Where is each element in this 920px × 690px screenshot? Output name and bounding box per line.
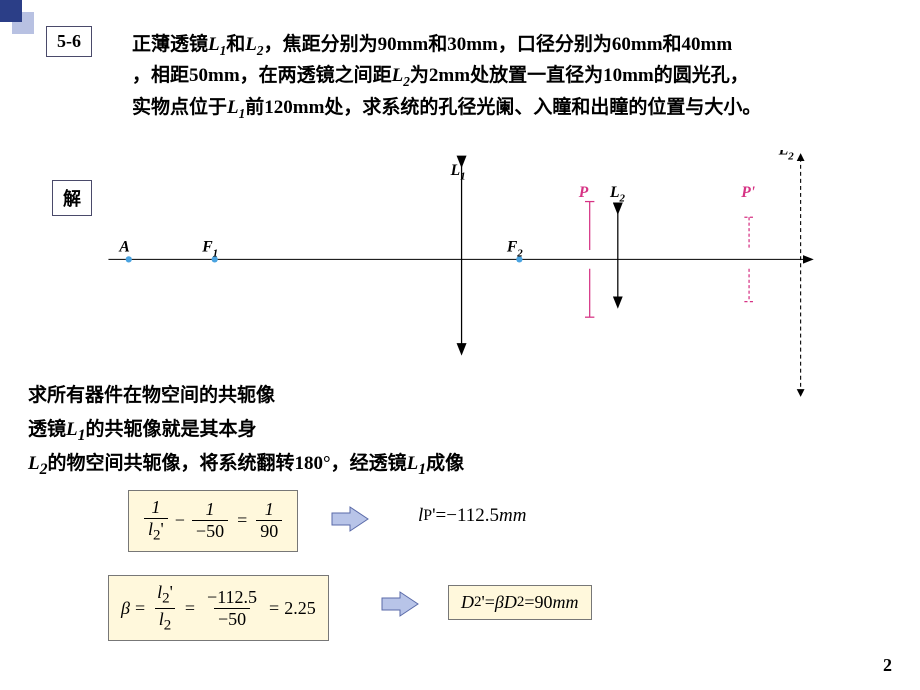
problem-statement: 正薄透镜L1和L2，焦距分别为90mm和30mm，口径分别为60mm和40mm … bbox=[132, 30, 892, 124]
svg-text:P': P' bbox=[741, 184, 756, 201]
body-line-3: L2的物空间共轭像，将系统翻转180°，经透镜L1成像 bbox=[28, 448, 464, 479]
svg-text:P: P bbox=[579, 184, 589, 201]
equation-1-box: 1l2' − 1−50 = 190 bbox=[128, 490, 298, 552]
result-2-box: D2' = βD2 = 90mm bbox=[448, 585, 592, 620]
svg-text:L1: L1 bbox=[450, 162, 466, 183]
arrow-icon bbox=[330, 505, 370, 533]
lens-L1: L1 bbox=[450, 162, 466, 353]
svg-text:F2: F2 bbox=[506, 239, 523, 260]
body-line-2: 透镜L1的共轭像就是其本身 bbox=[28, 414, 257, 445]
svg-text:L2: L2 bbox=[609, 184, 626, 205]
equation-2-box: β = l2'l2 = −112.5−50 = 2.25 bbox=[108, 575, 329, 641]
aperture-P-prime: P' bbox=[741, 184, 756, 302]
aperture-P: P bbox=[579, 184, 595, 317]
lens-L2-prime: L2' bbox=[778, 150, 805, 397]
body-line-1: 求所有器件在物空间的共轭像 bbox=[28, 380, 275, 407]
arrow-icon bbox=[380, 590, 420, 618]
page-number: 2 bbox=[883, 655, 892, 676]
lens-L2: L2 bbox=[609, 184, 626, 306]
section-number: 5-6 bbox=[57, 31, 81, 51]
svg-text:F1: F1 bbox=[201, 239, 218, 260]
result-1: lP' = −112.5mm bbox=[418, 505, 526, 527]
svg-text:L2': L2' bbox=[778, 150, 799, 162]
section-number-box: 5-6 bbox=[46, 26, 92, 57]
corner-decoration bbox=[0, 0, 36, 36]
svg-text:A: A bbox=[118, 239, 129, 256]
optics-diagram: A F1 F2 L1 P L2 P' L2' bbox=[0, 150, 920, 400]
